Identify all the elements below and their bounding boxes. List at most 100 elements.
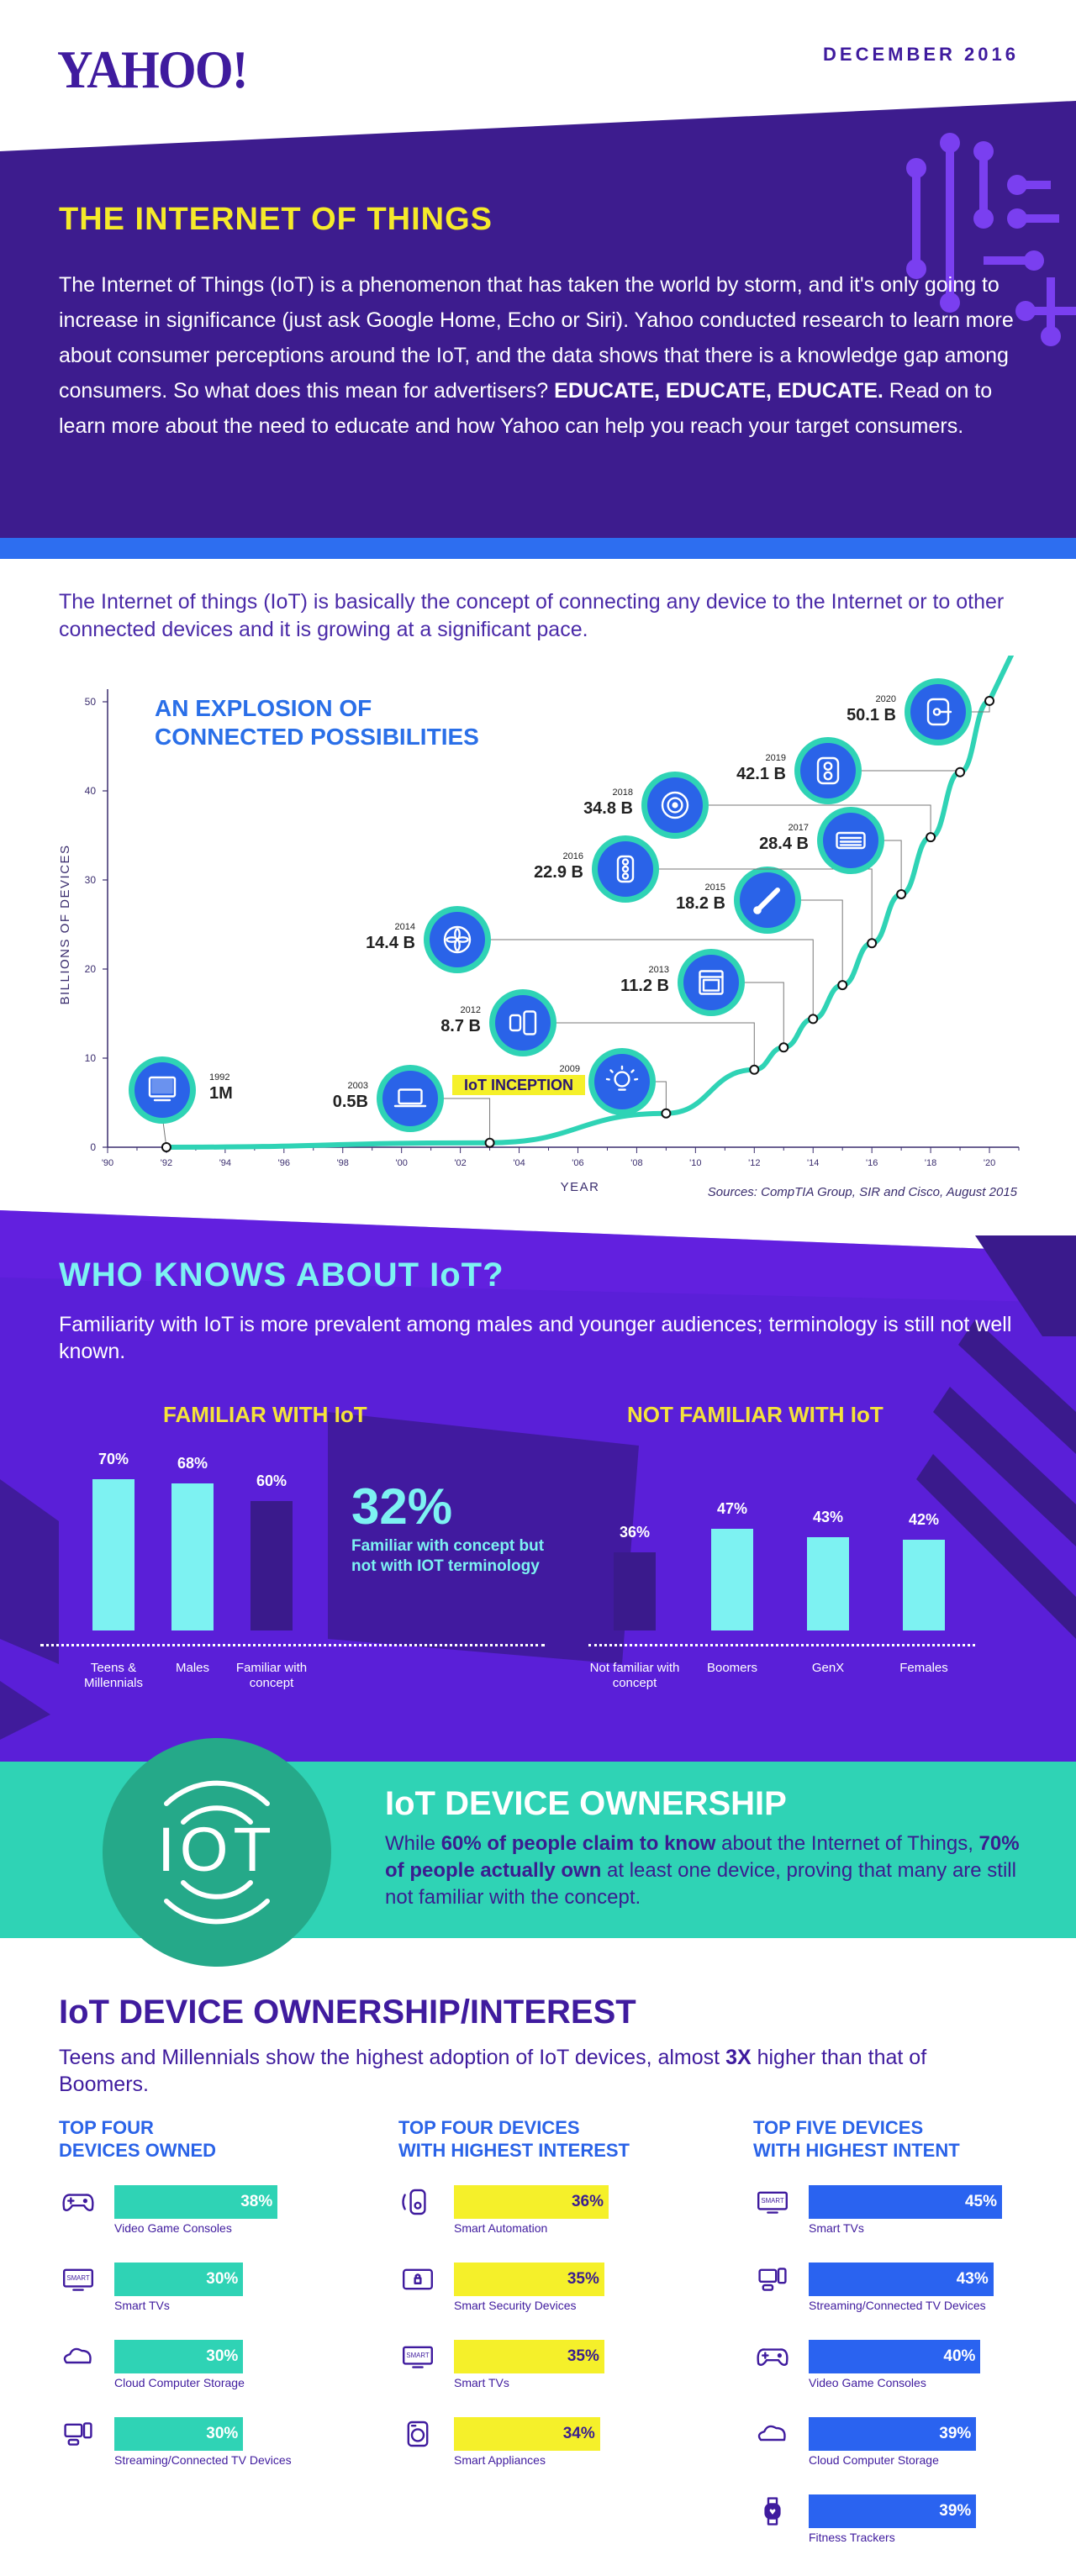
- ownership-title: IoT DEVICE OWNERSHIP: [385, 1785, 787, 1822]
- bar-label: Teens & Millennials: [83, 1661, 144, 1690]
- interest-sub-bold: 3X: [725, 2046, 752, 2069]
- interest-column-heading: TOP FOUR DEVICES OWNED: [59, 2116, 216, 2162]
- security-icon: [398, 2264, 437, 2294]
- intro-title: THE INTERNET OF THINGS: [59, 202, 493, 237]
- bar-value: 68%: [177, 1455, 208, 1472]
- milestone-value: 34.8 B: [583, 799, 633, 818]
- device-item: 30% Streaming/Connected TV Devices: [59, 2417, 336, 2468]
- device-item: 36% Smart Automation: [398, 2185, 676, 2236]
- device-label: Smart Automation: [454, 2221, 548, 2235]
- data-point: [661, 1108, 672, 1119]
- x-tick-label: '06: [572, 1158, 583, 1168]
- milestone-value: 28.4 B: [759, 835, 809, 853]
- smartwatch-icon: [509, 1010, 537, 1035]
- fitness-tracker-icon: [753, 2496, 792, 2526]
- device-item: 43% Streaming/Connected TV Devices: [753, 2263, 1031, 2313]
- device-label: Video Game Consoles: [809, 2376, 926, 2389]
- milestone-bubble: [134, 1062, 190, 1118]
- smart-lock-icon: [926, 698, 952, 726]
- chart-title-line2: CONNECTED POSSIBILITIES: [155, 724, 479, 750]
- milestone-2012: 2012 8.7 B: [440, 989, 760, 1075]
- x-tick-label: '12: [748, 1158, 760, 1168]
- device-bar: 36%: [454, 2185, 609, 2219]
- familiar-baseline: [40, 1644, 545, 1646]
- bar: [614, 1552, 656, 1630]
- fan-icon: [443, 925, 472, 954]
- smoke-detector-icon: [661, 791, 689, 819]
- device-label: Streaming/Connected TV Devices: [809, 2299, 986, 2312]
- milestone-bubble: [823, 813, 878, 868]
- x-tick-label: '18: [925, 1158, 936, 1168]
- device-growth-chart: 0 10 20 30 40 50 '90 '92 '94 '96 '98 '00 '02 '04 '06 '0…: [58, 656, 1020, 1194]
- bar-label: Not familiar with concept: [589, 1661, 680, 1690]
- milestone-value: 18.2 B: [676, 894, 725, 913]
- chart-title-line1: AN EXPLOSION OF: [155, 695, 372, 721]
- heading-line: WITH HIGHEST INTENT: [753, 2140, 960, 2161]
- device-bar: 35%: [454, 2263, 604, 2296]
- cloud-icon: [59, 2342, 98, 2372]
- device-item: 38% Video Game Consoles: [59, 2185, 336, 2236]
- device-bar: 39%: [809, 2417, 977, 2451]
- bar-value: 36%: [619, 1524, 651, 1541]
- interest-column-heading: TOP FIVE DEVICES WITH HIGHEST INTENT: [753, 2116, 960, 2162]
- stripe-decoration: [975, 1235, 1076, 1336]
- milestone-bubble: [598, 841, 653, 897]
- device-bar: 34%: [454, 2417, 600, 2451]
- explosion-lede: The Internet of things (IoT) is basicall…: [59, 590, 1005, 641]
- data-point: [984, 695, 995, 706]
- x-tick-label: '08: [630, 1158, 642, 1168]
- terminology-percentage: 32%: [351, 1478, 453, 1535]
- ownership-b1: 60% of people claim to know: [440, 1832, 716, 1855]
- milestone-year: 2003: [348, 1081, 368, 1091]
- intro-background: [0, 101, 1076, 559]
- lightbulb-icon: [605, 1065, 639, 1091]
- terminology-note: Familiar with concept but not with IOT t…: [351, 1537, 545, 1575]
- device-bar: 43%: [809, 2263, 994, 2296]
- x-tick-label: '10: [689, 1158, 701, 1168]
- milestone-value: 50.1 B: [847, 706, 896, 724]
- y-tick-label: 10: [85, 1052, 97, 1064]
- ownership-text: While 60% of people claim to know about …: [385, 1831, 1024, 1911]
- device-bar: 30%: [114, 2340, 244, 2373]
- iot-logo-text: IOT: [157, 1815, 276, 1884]
- oven-icon: [699, 970, 724, 995]
- milestone-year: 2017: [789, 823, 809, 833]
- device-label: Smart TVs: [809, 2221, 864, 2235]
- ownership-t3: at least one device, proving that many a…: [385, 1859, 1016, 1909]
- interest-subtitle: Teens and Millennials show the highest a…: [59, 2044, 1017, 2098]
- smart-tv-icon: SMART: [753, 2187, 792, 2217]
- milestone-value: 1M: [209, 1084, 233, 1103]
- smart-tag: SMART: [66, 2274, 89, 2282]
- milestone-value: 14.4 B: [366, 934, 415, 952]
- interest-column-heading: TOP FOUR DEVICES WITH HIGHEST INTEREST: [398, 2116, 630, 2162]
- yahoo-logo[interactable]: YAHOO!: [57, 40, 248, 99]
- iot-inception-tag: IoT INCEPTION: [452, 1075, 585, 1095]
- milestone-2014: 2014 14.4 B: [366, 906, 819, 1025]
- x-tick-label: '04: [513, 1158, 525, 1168]
- milestone-value: 22.9 B: [534, 863, 583, 882]
- milestone-value: 11.2 B: [620, 977, 669, 995]
- milestone-year: 2020: [876, 694, 896, 704]
- intro-paragraph: The Internet of Things (IoT) is a phenom…: [59, 267, 1017, 444]
- thermometer-icon: [753, 888, 780, 914]
- milestone-bubble: [594, 1054, 650, 1109]
- x-tick-label: '02: [454, 1158, 466, 1168]
- intro-text-start: The Internet of Things (IoT) is a phenom…: [59, 273, 1014, 403]
- iot-logo: IOT: [103, 1738, 331, 1967]
- interest-sub-end: higher than that of Boomers.: [59, 2046, 927, 2096]
- device-item: 30% Cloud Computer Storage: [59, 2340, 336, 2390]
- milestone-2016: 2016 22.9 B: [534, 835, 878, 949]
- publication-date: DECEMBER 2016: [823, 44, 1019, 65]
- device-bar: 38%: [114, 2185, 278, 2219]
- appliance-icon: [398, 2419, 437, 2449]
- data-point: [867, 938, 878, 949]
- streaming-device-icon: [59, 2419, 98, 2449]
- milestone-year: 2018: [613, 788, 633, 798]
- milestone-year: 2016: [563, 851, 583, 861]
- y-tick-label: 30: [85, 874, 97, 886]
- x-tick-label: '92: [161, 1158, 172, 1168]
- not-familiar-heading: NOT FAMILIAR WITH IoT: [627, 1402, 883, 1427]
- power-outlet-icon: [816, 756, 840, 785]
